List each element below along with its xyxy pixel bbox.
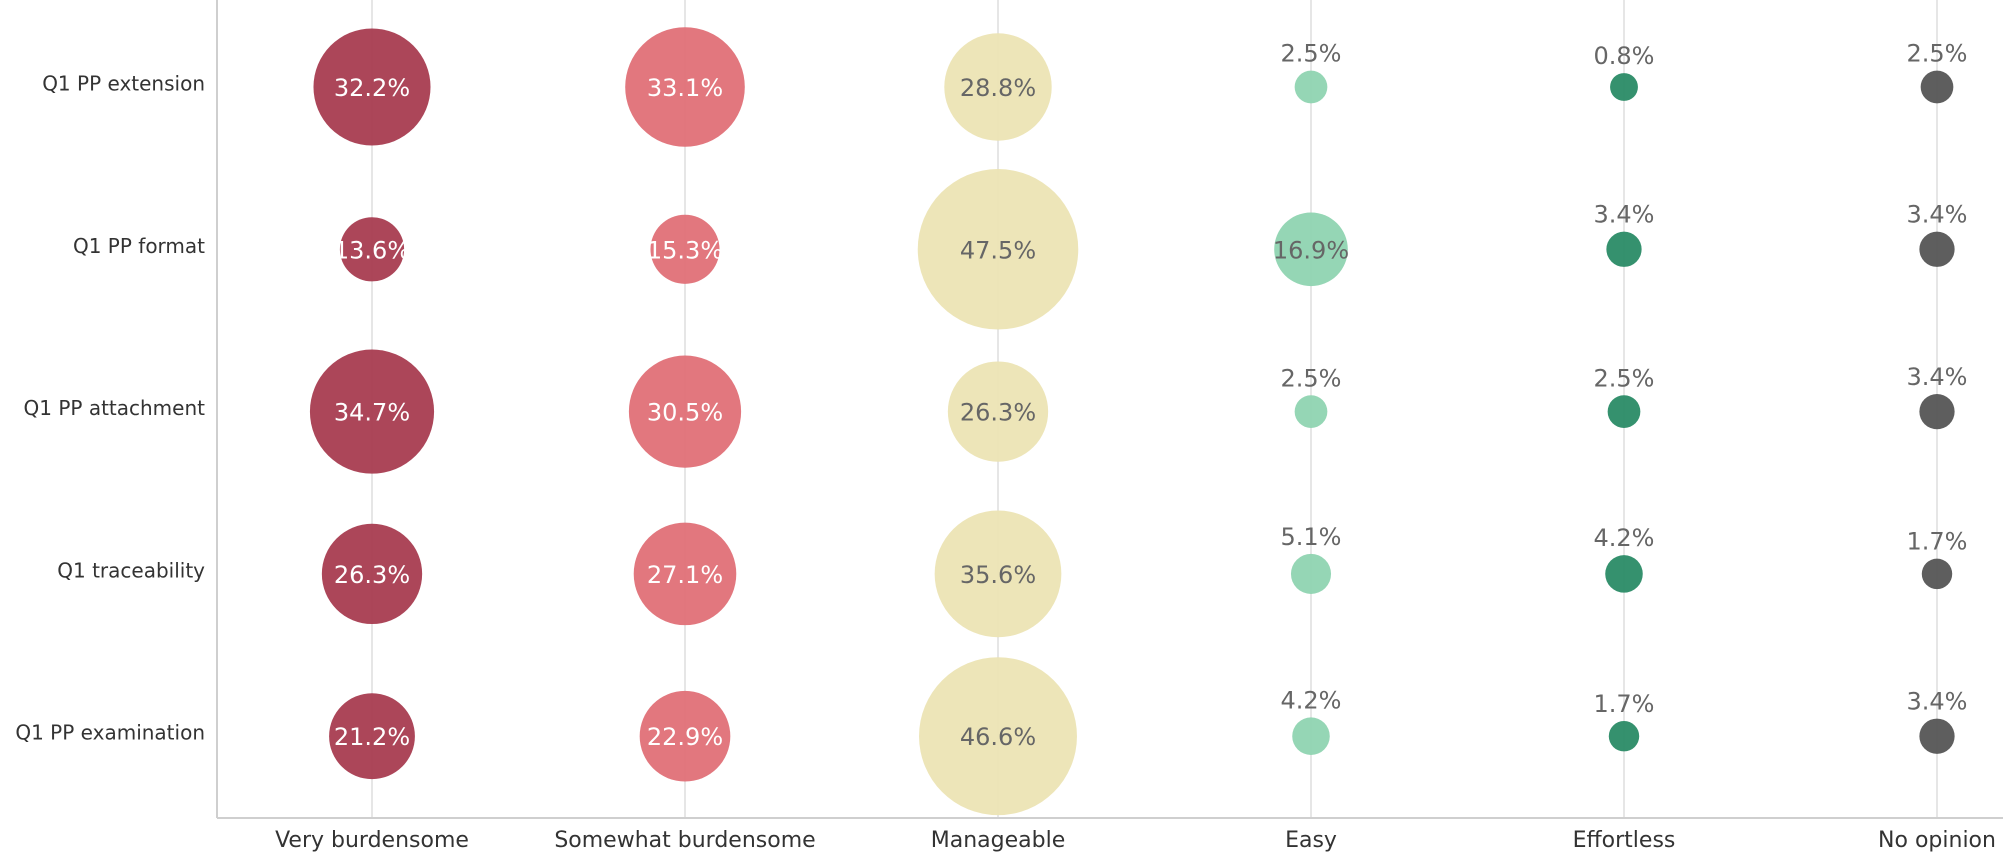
data-label: 3.4% — [1907, 363, 1968, 391]
bubble — [1607, 395, 1641, 428]
bubble — [313, 28, 431, 146]
data-label: 22.9% — [647, 723, 723, 751]
bubble — [339, 217, 405, 282]
data-label: 47.5% — [960, 236, 1036, 264]
data-label: 3.4% — [1907, 688, 1968, 716]
data-label: 2.5% — [1281, 364, 1342, 392]
data-label: 34.7% — [334, 399, 410, 427]
data-label: 27.1% — [647, 561, 723, 589]
data-label: 2.5% — [1281, 40, 1342, 68]
bubble — [1294, 395, 1328, 428]
data-label: 33.1% — [647, 74, 723, 102]
data-label: 21.2% — [334, 723, 410, 751]
data-label: 35.6% — [960, 561, 1036, 589]
bubble — [1919, 718, 1955, 754]
x-tick-label: No opinion — [1878, 828, 1996, 853]
bubble — [1919, 231, 1955, 267]
y-tick-label: Q1 traceability — [57, 558, 205, 582]
data-label: 26.3% — [960, 399, 1036, 427]
data-label: 26.3% — [334, 561, 410, 589]
y-tick-label: Q1 PP format — [73, 234, 205, 258]
data-label: 16.9% — [1273, 236, 1349, 264]
bubble — [321, 523, 423, 625]
bubble — [329, 693, 415, 780]
bubble — [628, 355, 742, 468]
data-label: 46.6% — [960, 723, 1036, 751]
bubble — [309, 349, 435, 474]
x-tick-label: Effortless — [1573, 828, 1676, 853]
bubble — [1606, 231, 1642, 267]
bubble — [919, 657, 1077, 816]
data-label: 3.4% — [1594, 201, 1655, 229]
bubble — [934, 510, 1062, 638]
bubble — [1608, 720, 1640, 752]
y-tick-label: Q1 PP extension — [42, 72, 205, 96]
data-label: 3.4% — [1907, 201, 1968, 229]
x-tick-label: Easy — [1285, 828, 1337, 853]
data-label: 13.6% — [334, 236, 410, 264]
y-tick-label: Q1 PP examination — [15, 721, 205, 745]
data-label: 28.8% — [960, 74, 1036, 102]
bubble — [947, 361, 1049, 462]
bubble — [1920, 70, 1954, 104]
bubble — [1290, 553, 1332, 594]
data-label: 0.8% — [1594, 42, 1655, 70]
data-label: 1.7% — [1594, 690, 1655, 718]
data-label: 1.7% — [1907, 528, 1968, 556]
bubble — [944, 33, 1052, 141]
y-tick-label: Q1 PP attachment — [24, 396, 206, 420]
bubble — [1294, 70, 1328, 104]
x-tick-label: Manageable — [931, 828, 1065, 853]
bubble — [1292, 717, 1330, 755]
x-tick-label: Very burdensome — [275, 828, 469, 853]
x-tick-label: Somewhat burdensome — [554, 828, 815, 853]
data-label: 5.1% — [1281, 523, 1342, 551]
data-label: 30.5% — [647, 399, 723, 427]
data-label: 4.2% — [1281, 686, 1342, 714]
bubble — [1605, 555, 1643, 593]
bubble — [917, 169, 1079, 330]
bubble — [1921, 558, 1953, 590]
bubble — [1610, 73, 1638, 101]
data-label: 2.5% — [1594, 364, 1655, 392]
bubble — [650, 214, 720, 284]
bubble — [1274, 212, 1348, 287]
bubble — [1919, 393, 1955, 430]
bubble — [625, 27, 745, 147]
data-label: 32.2% — [334, 74, 410, 102]
bubble — [639, 690, 731, 782]
bubble — [633, 522, 737, 626]
data-label: 15.3% — [647, 236, 723, 264]
data-label: 4.2% — [1594, 524, 1655, 552]
data-label: 2.5% — [1907, 40, 1968, 68]
